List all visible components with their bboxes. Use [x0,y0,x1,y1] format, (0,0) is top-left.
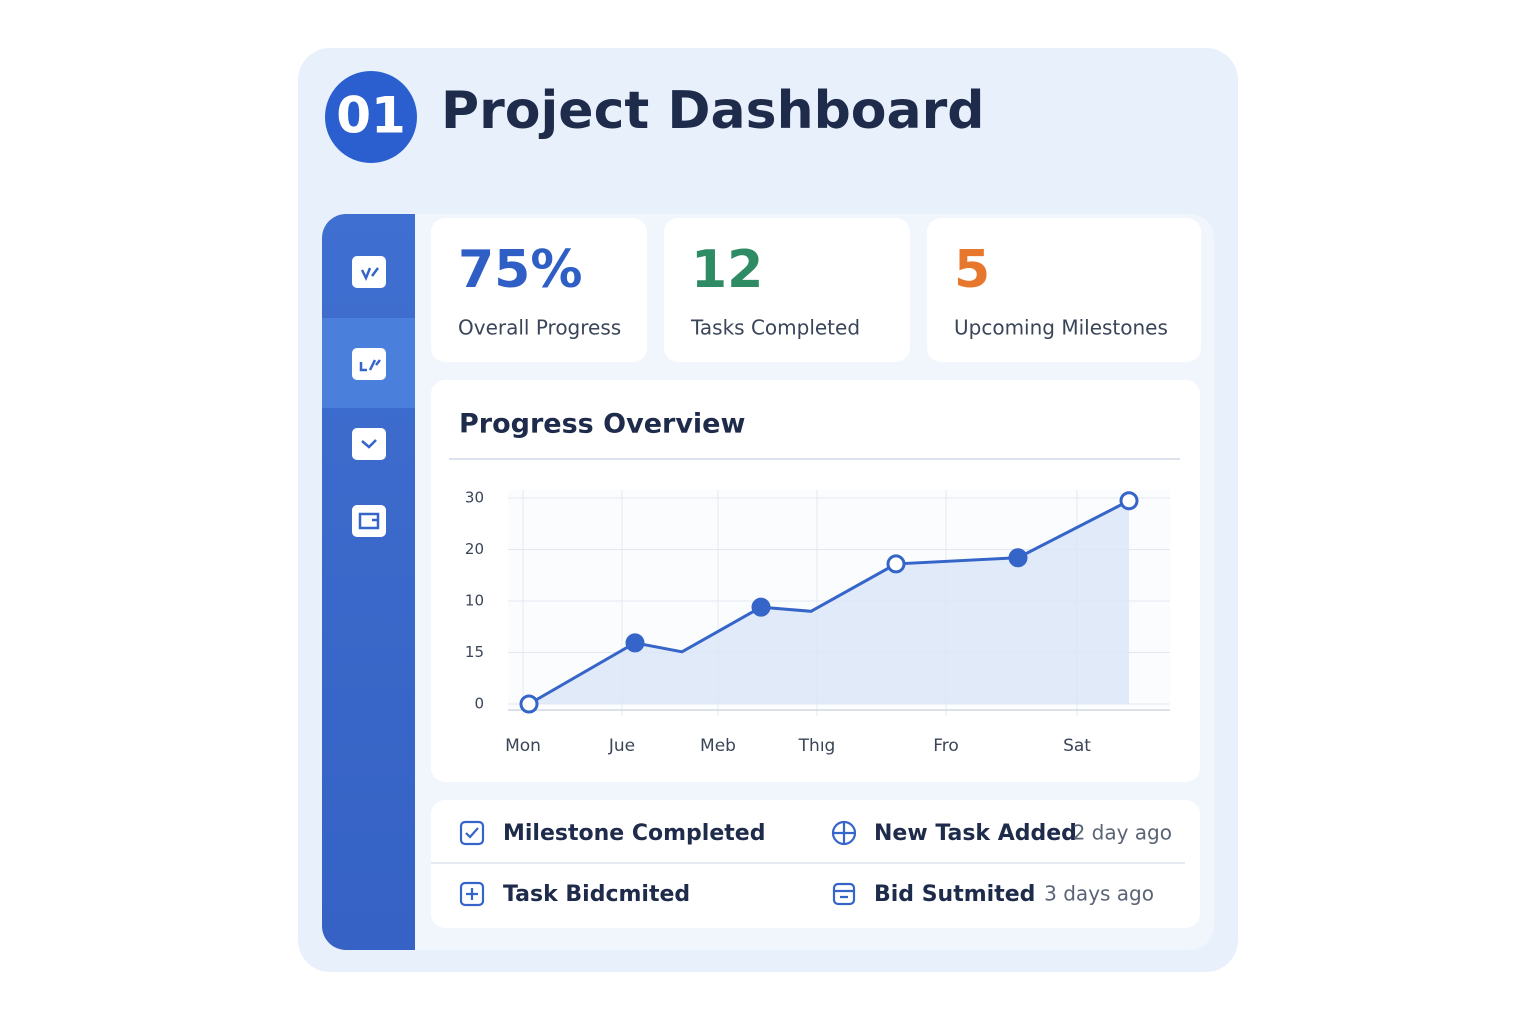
activity-title: Bid Sutmited [874,882,1035,907]
nav-icon[interactable] [352,428,386,460]
x-tick-label: Sat [1063,736,1091,756]
badge-text: 01 [336,87,406,145]
badge [325,71,417,163]
x-tick-label: Fro [933,736,959,756]
point [625,633,645,653]
point [751,597,771,617]
y-tick-label: 10 [465,592,484,610]
stat-card [664,218,910,362]
nav-icon[interactable] [352,348,386,380]
point [519,694,539,714]
stat-label: Overall Progress [458,316,621,340]
activity-icons [459,820,857,907]
stat-card [431,218,647,362]
activity-title: Task Bidcmited [503,882,690,907]
x-tick-label: Mon [505,736,541,756]
activity-title: Milestone Completed [503,821,765,846]
stat-cards: 75% Overall Progress 12 Tasks Completed 5 Upc… [431,218,1201,362]
point [1008,548,1028,568]
y-tick-label: 30 [465,489,484,507]
x-tick-label: Jue [608,736,635,756]
chart-title: Progress Overview [459,409,745,440]
y-tick-label: 15 [465,643,484,661]
activity-time: 2 day ago [1073,821,1172,845]
stat-value: 12 [691,240,763,300]
stat-value: 75% [458,240,582,300]
sidebar-glyphs [358,267,381,530]
activity-time: 3 days ago [1044,882,1154,906]
point [1119,491,1139,511]
stat-label: Upcoming Milestones [954,316,1168,340]
y-tick-label: 20 [465,540,484,558]
nav-icon[interactable] [352,505,386,537]
y-tick-label: 0 [474,695,484,713]
stat-value: 5 [954,240,990,300]
x-tick-label: Meb [700,736,736,756]
stat-card [927,218,1201,362]
point [886,554,906,574]
activity-title: New Task Added [874,821,1077,846]
x-tick-label: Thıg [798,736,836,756]
stat-label: Tasks Completed [690,316,860,340]
title: Project Dashboard [441,81,985,141]
